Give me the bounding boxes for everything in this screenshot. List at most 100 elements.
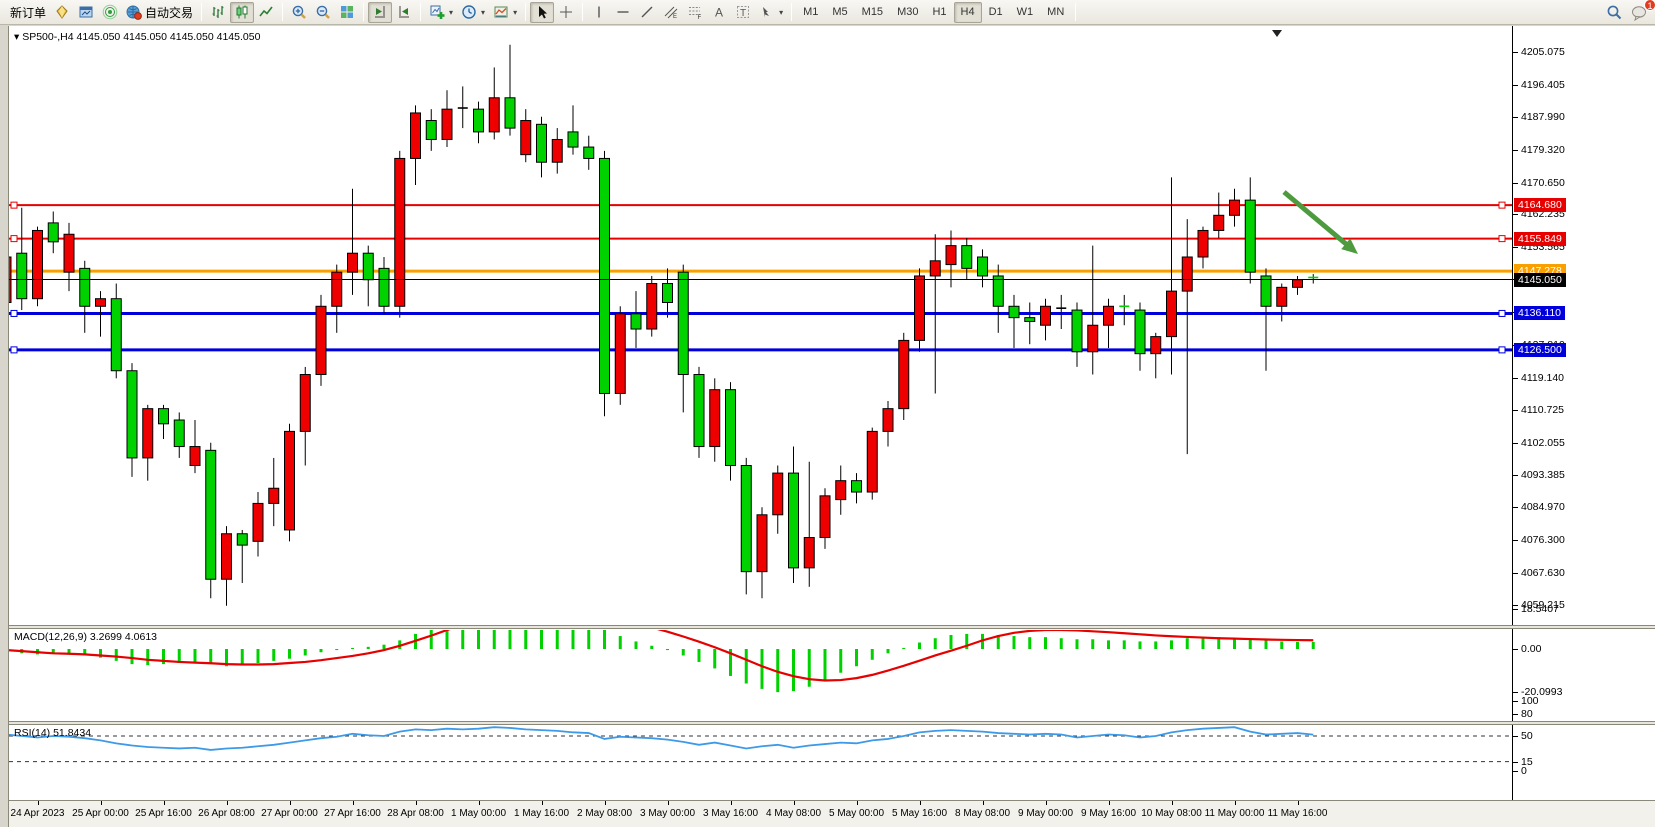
candle-9[interactable] — [142, 404, 154, 481]
tf-m30[interactable]: M30 — [897, 6, 919, 18]
candle-8[interactable] — [126, 363, 138, 477]
signals-button[interactable] — [98, 2, 122, 23]
candle-1[interactable] — [16, 207, 28, 311]
candle-44[interactable] — [693, 366, 705, 458]
line-handle[interactable] — [10, 309, 18, 317]
tile-windows-button[interactable] — [335, 2, 359, 23]
candle-35[interactable] — [551, 128, 563, 174]
add-indicator-button[interactable]: ▾ — [425, 2, 457, 23]
label-button[interactable]: T — [731, 2, 755, 23]
candle-30[interactable] — [473, 101, 484, 144]
candle-60[interactable] — [945, 230, 957, 288]
chart-shift-button[interactable] — [368, 1, 393, 23]
line-handle[interactable] — [1498, 309, 1506, 317]
autotrade-button[interactable]: 自动交易 — [122, 2, 197, 23]
arrows-button[interactable]: ▾ — [755, 2, 787, 23]
candle-82[interactable] — [1292, 275, 1303, 295]
candle-39[interactable] — [614, 306, 626, 405]
candle-76[interactable] — [1197, 226, 1209, 269]
candle-79[interactable] — [1244, 177, 1256, 284]
fibonacci-button[interactable]: F — [683, 2, 707, 23]
candle-50[interactable] — [788, 446, 799, 584]
candle-18[interactable] — [284, 423, 295, 542]
candle-25[interactable] — [394, 150, 406, 318]
tf-h4[interactable]: H4 — [953, 1, 982, 23]
candle-48[interactable] — [756, 507, 768, 599]
candle-21[interactable] — [331, 264, 343, 333]
horizontal-line-4136.110[interactable] — [9, 309, 1512, 317]
candle-46[interactable] — [725, 382, 736, 481]
price-chart[interactable] — [9, 26, 1512, 625]
candle-77[interactable] — [1213, 192, 1225, 239]
candle-17[interactable] — [268, 457, 280, 527]
candle-11[interactable] — [173, 412, 185, 458]
candle-24[interactable] — [378, 256, 390, 314]
cursor-button[interactable] — [530, 1, 555, 23]
macd-panel[interactable] — [9, 630, 1512, 721]
candle-81[interactable] — [1276, 283, 1288, 322]
template-button[interactable]: ▾ — [489, 2, 521, 23]
candle-0[interactable] — [9, 249, 12, 313]
candle-15[interactable] — [236, 529, 248, 584]
period-button[interactable]: ▾ — [457, 2, 489, 23]
candle-42[interactable] — [662, 268, 673, 318]
candle-62[interactable] — [977, 249, 988, 288]
line-handle[interactable] — [10, 346, 18, 354]
candle-5[interactable] — [79, 260, 91, 333]
candle-27[interactable] — [425, 109, 437, 151]
tf-m15[interactable]: M15 — [861, 6, 884, 18]
candle-78[interactable] — [1229, 188, 1240, 227]
candle-23[interactable] — [362, 245, 374, 307]
tf-d1[interactable]: D1 — [988, 6, 1003, 18]
candle-55[interactable] — [866, 427, 878, 500]
candle-52[interactable] — [819, 488, 831, 549]
text-button[interactable]: A — [707, 2, 731, 23]
candle-58[interactable] — [914, 268, 925, 352]
zoom-out-button[interactable] — [311, 2, 335, 23]
zoom-in-button[interactable] — [287, 2, 311, 23]
candle-66[interactable] — [1040, 298, 1051, 341]
candle-69[interactable] — [1087, 245, 1099, 375]
candle-74[interactable] — [1166, 177, 1177, 375]
line-handle[interactable] — [1498, 346, 1506, 354]
candle-33[interactable] — [520, 109, 532, 163]
line-handle[interactable] — [1498, 235, 1506, 243]
notifications-button[interactable]: 1 — [1627, 0, 1655, 23]
candle-37[interactable] — [583, 135, 595, 170]
candle-65[interactable] — [1024, 302, 1036, 345]
metaeditor-button[interactable] — [50, 2, 74, 23]
candle-14[interactable] — [221, 526, 232, 606]
panel-splitter[interactable] — [9, 625, 1655, 629]
candle-19[interactable] — [299, 366, 311, 466]
candle-47[interactable] — [740, 457, 752, 595]
rsi-panel[interactable] — [9, 726, 1512, 800]
candle-31[interactable] — [488, 67, 500, 140]
candle-3[interactable] — [47, 211, 59, 254]
candle-80[interactable] — [1260, 268, 1272, 371]
candle-20[interactable] — [315, 294, 327, 386]
line-handle[interactable] — [1498, 201, 1506, 209]
auto-scroll-button[interactable] — [392, 2, 416, 23]
candle-70[interactable] — [1103, 298, 1114, 348]
candle-2[interactable] — [32, 226, 43, 307]
horizontal-line-4126.500[interactable] — [9, 346, 1512, 354]
candle-34[interactable] — [536, 116, 547, 178]
market-watch-button[interactable] — [74, 2, 98, 23]
candle-22[interactable] — [347, 188, 358, 295]
trend-arrow-annotation[interactable] — [1282, 190, 1358, 254]
candle-51[interactable] — [803, 461, 815, 587]
candle-40[interactable] — [630, 291, 642, 348]
candle-49[interactable] — [772, 465, 784, 534]
crosshair-button[interactable] — [554, 2, 578, 23]
horizontal-line-button[interactable] — [611, 2, 635, 23]
bar-chart-button[interactable] — [206, 2, 230, 23]
candle-12[interactable] — [189, 420, 201, 474]
candle-59[interactable] — [929, 234, 941, 394]
candle-67[interactable] — [1056, 294, 1067, 330]
tf-m5[interactable]: M5 — [832, 6, 848, 18]
candle-71[interactable] — [1119, 294, 1130, 326]
candle-64[interactable] — [1008, 294, 1020, 348]
vertical-line-button[interactable] — [587, 2, 611, 23]
candle-57[interactable] — [898, 332, 910, 421]
candle-36[interactable] — [567, 105, 579, 155]
